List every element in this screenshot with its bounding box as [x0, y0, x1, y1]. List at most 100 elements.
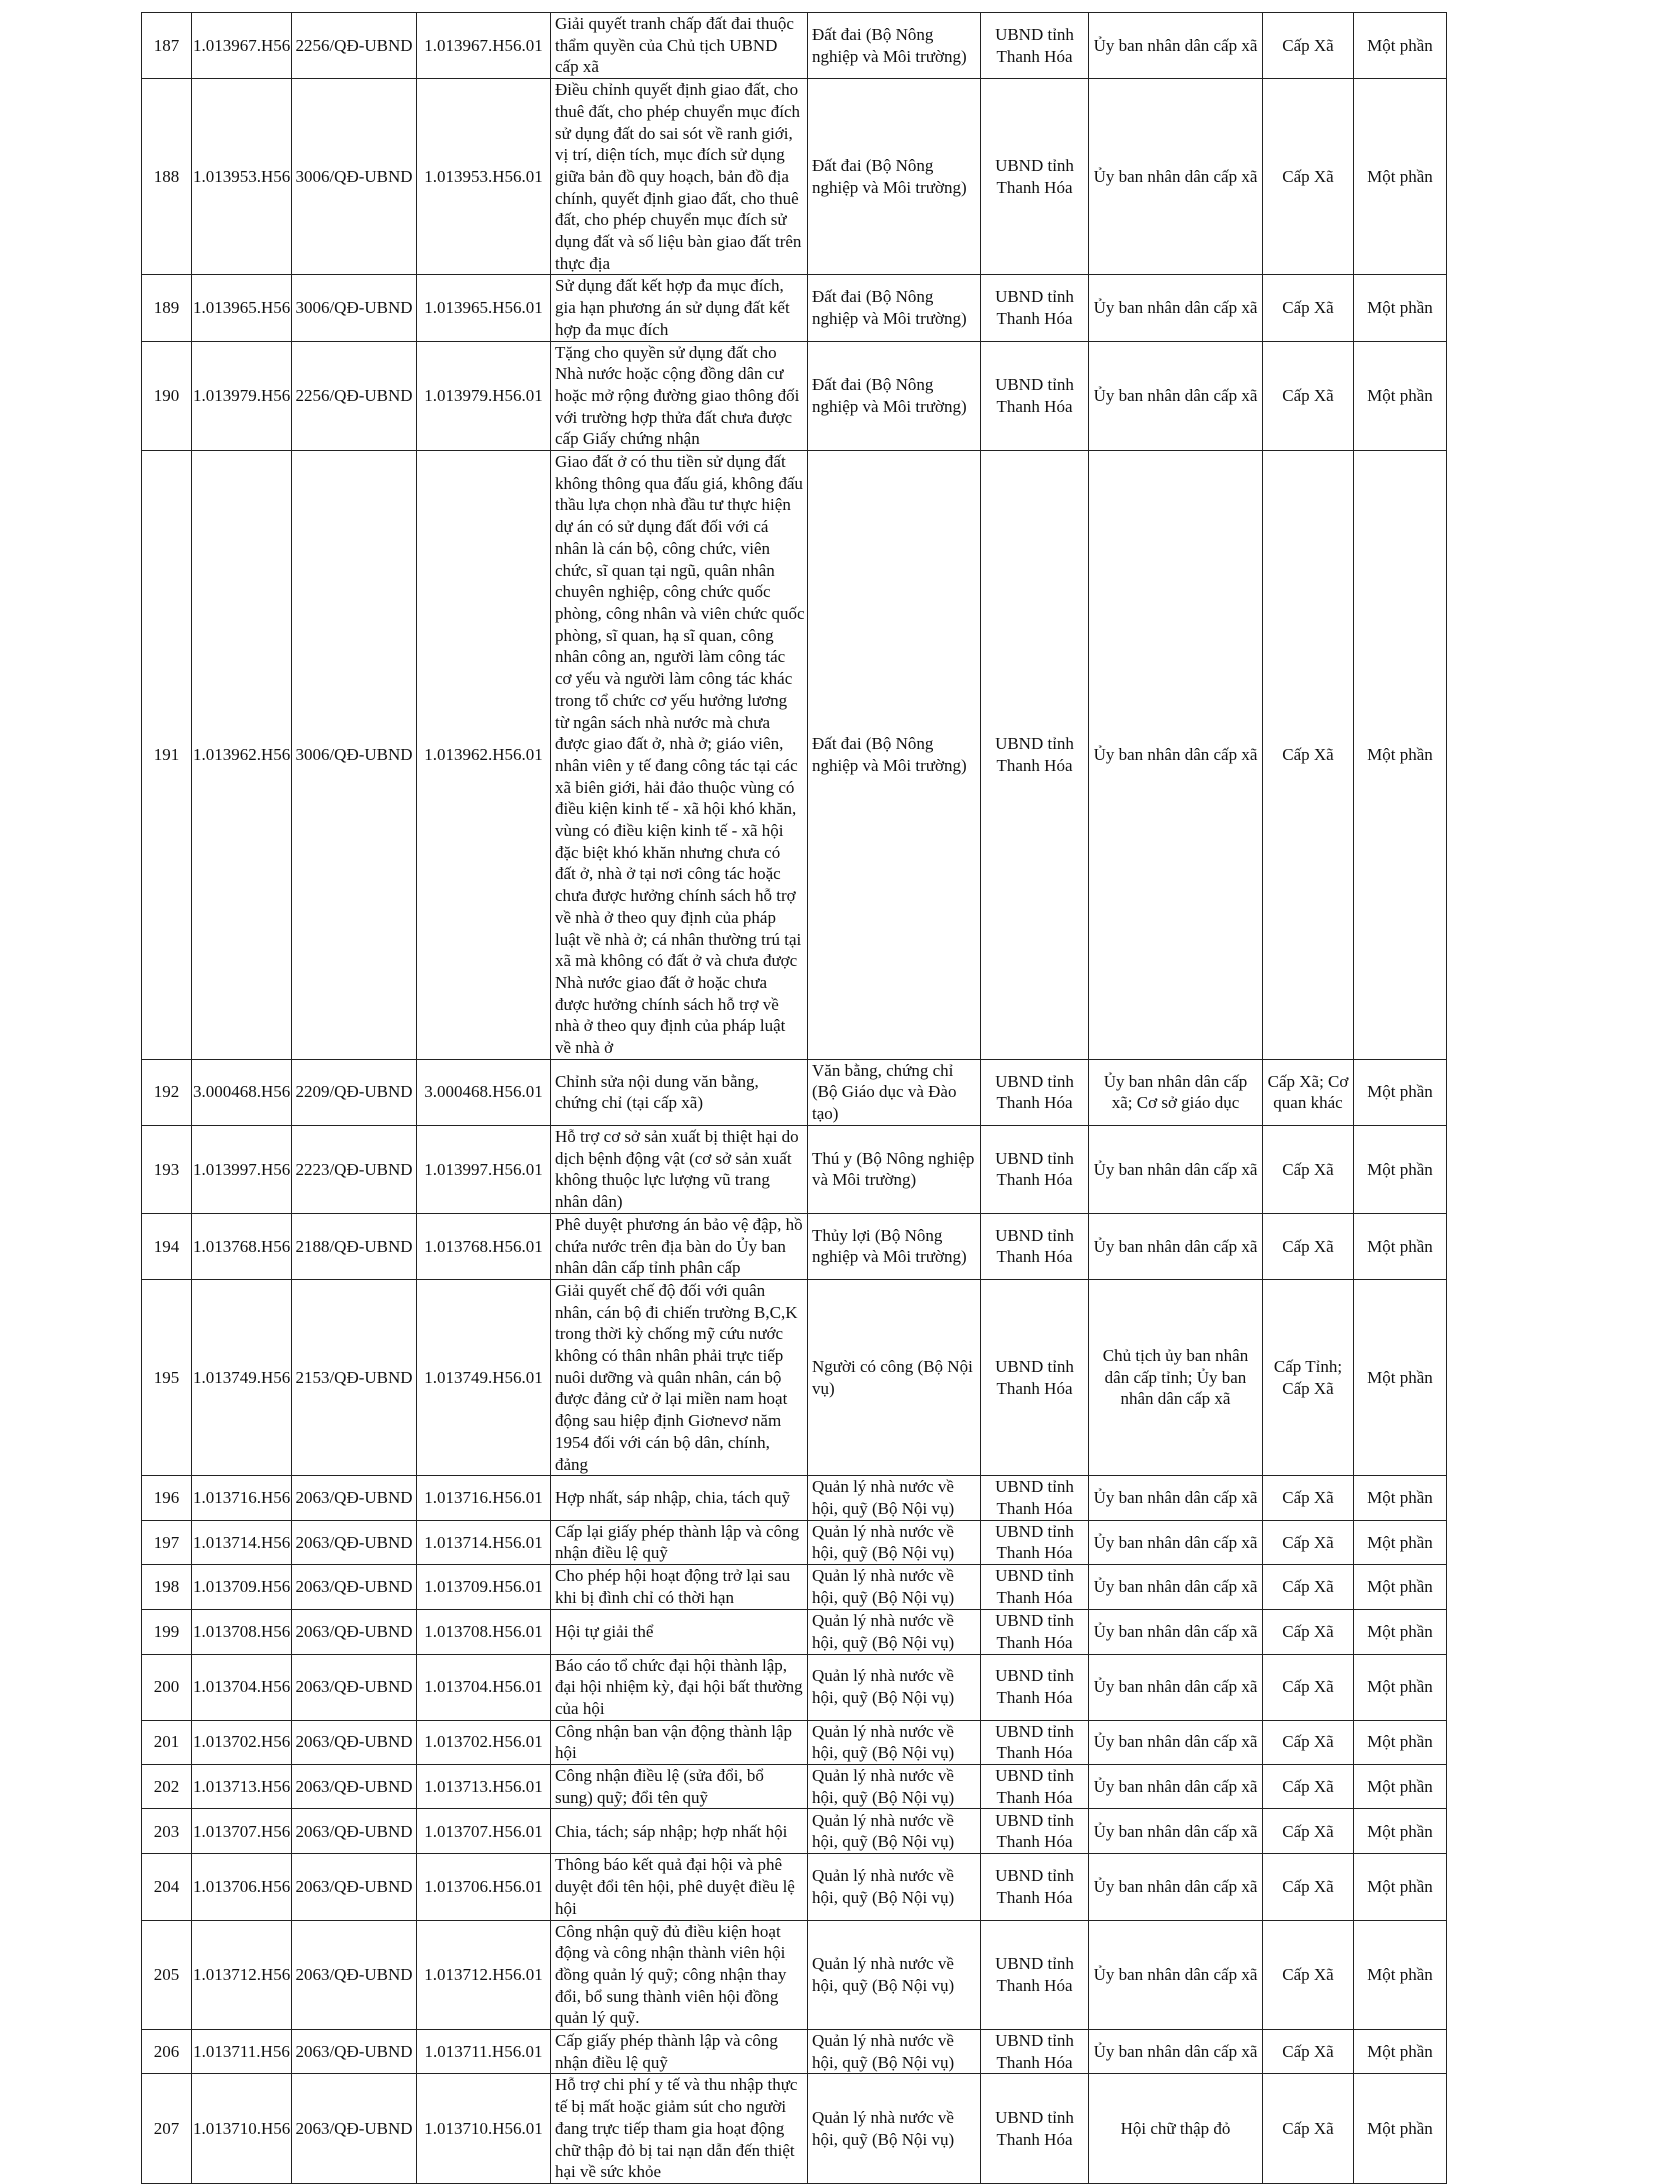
decision-number-cell: 2063/QĐ-UBND — [291, 1919, 417, 2031]
procedure-code-cell: 1.013710.H56 — [191, 2073, 292, 2184]
decision-number-cell: 2256/QĐ-UBND — [291, 11, 417, 80]
stt-cell: 200 — [141, 1653, 192, 1721]
service-scope-cell: Một phần — [1353, 1853, 1447, 1921]
stt-cell: 190 — [141, 340, 192, 452]
service-scope-cell: Một phần — [1353, 1212, 1447, 1280]
executing-body-cell: Ủy ban nhân dân cấp xã; Cơ sở giáo dục — [1088, 1058, 1263, 1126]
procedure-name-cell: Cho phép hội hoạt động trở lại sau khi b… — [550, 1564, 808, 1611]
executing-body-cell: Ủy ban nhân dân cấp xã — [1088, 1564, 1263, 1611]
procedure-name-cell: Tặng cho quyền sử dụng đất cho Nhà nước … — [550, 340, 808, 452]
table-row: 189 1.013965.H56 3006/QĐ-UBND 1.013965.H56.… — [141, 274, 1447, 342]
level-cell: Cấp Xã — [1262, 1764, 1354, 1810]
agency-cell: UBND tỉnh Thanh Hóa — [980, 78, 1089, 276]
procedures-table: 187 1.013967.H56 2256/QĐ-UBND 1.013967.H56.… — [141, 11, 1447, 2184]
procedure-name-cell: Điều chỉnh quyết định giao đất, cho thuê… — [550, 78, 808, 276]
sub-procedure-code-cell: 1.013702.H56.01 — [416, 1719, 551, 1766]
procedure-code-cell: 1.013708.H56 — [191, 1609, 292, 1655]
service-scope-cell: Một phần — [1353, 274, 1447, 342]
decision-number-cell: 3006/QĐ-UBND — [291, 78, 417, 276]
decision-number-cell: 3006/QĐ-UBND — [291, 450, 417, 1060]
executing-body-cell: Hội chữ thập đỏ — [1088, 2073, 1263, 2184]
sub-procedure-code-cell: 1.013749.H56.01 — [416, 1278, 551, 1477]
agency-cell: UBND tỉnh Thanh Hóa — [980, 2073, 1089, 2184]
level-cell: Cấp Xã — [1262, 1919, 1354, 2031]
executing-body-cell: Chủ tịch ủy ban nhân dân cấp tỉnh; Ủy ba… — [1088, 1278, 1263, 1477]
executing-body-cell: Ủy ban nhân dân cấp xã — [1088, 1519, 1263, 1566]
agency-cell: UBND tỉnh Thanh Hóa — [980, 1212, 1089, 1280]
stt-cell: 205 — [141, 1919, 192, 2031]
agency-cell: UBND tỉnh Thanh Hóa — [980, 1278, 1089, 1477]
table-row: 207 1.013710.H56 2063/QĐ-UBND 1.013710.H56.… — [141, 2073, 1447, 2184]
executing-body-cell: Ủy ban nhân dân cấp xã — [1088, 1764, 1263, 1810]
table-row: 200 1.013704.H56 2063/QĐ-UBND 1.013704.H56.… — [141, 1653, 1447, 1721]
service-scope-cell: Một phần — [1353, 1475, 1447, 1521]
sub-procedure-code-cell: 1.013704.H56.01 — [416, 1653, 551, 1721]
sub-procedure-code-cell: 1.013962.H56.01 — [416, 450, 551, 1060]
level-cell: Cấp Xã — [1262, 1564, 1354, 1611]
agency-cell: UBND tỉnh Thanh Hóa — [980, 340, 1089, 452]
procedure-code-cell: 1.013713.H56 — [191, 1764, 292, 1810]
field-cell: Đất đai (Bộ Nông nghiệp và Môi trường) — [807, 11, 981, 80]
decision-number-cell: 2063/QĐ-UBND — [291, 1808, 417, 1855]
decision-number-cell: 2223/QĐ-UBND — [291, 1124, 417, 1214]
field-cell: Quản lý nhà nước về hội, quỹ (Bộ Nội vụ) — [807, 1564, 981, 1611]
procedure-name-cell: Công nhận điều lệ (sửa đổi, bổ sung) quỹ… — [550, 1764, 808, 1810]
executing-body-cell: Ủy ban nhân dân cấp xã — [1088, 1212, 1263, 1280]
procedure-code-cell: 1.013965.H56 — [191, 274, 292, 342]
agency-cell: UBND tỉnh Thanh Hóa — [980, 1564, 1089, 1611]
field-cell: Người có công (Bộ Nội vụ) — [807, 1278, 981, 1477]
stt-cell: 199 — [141, 1609, 192, 1655]
table-row: 198 1.013709.H56 2063/QĐ-UBND 1.013709.H56.… — [141, 1564, 1447, 1611]
level-cell: Cấp Xã — [1262, 1124, 1354, 1214]
field-cell: Quản lý nhà nước về hội, quỹ (Bộ Nội vụ) — [807, 1919, 981, 2031]
procedure-name-cell: Chia, tách; sáp nhập; hợp nhất hội — [550, 1808, 808, 1855]
table-row: 194 1.013768.H56 2188/QĐ-UBND 1.013768.H56.… — [141, 1212, 1447, 1280]
field-cell: Quản lý nhà nước về hội, quỹ (Bộ Nội vụ) — [807, 1719, 981, 1766]
procedure-name-cell: Công nhận quỹ đủ điều kiện hoạt động và … — [550, 1919, 808, 2031]
sub-procedure-code-cell: 1.013967.H56.01 — [416, 11, 551, 80]
sub-procedure-code-cell: 3.000468.H56.01 — [416, 1058, 551, 1126]
service-scope-cell: Một phần — [1353, 1278, 1447, 1477]
service-scope-cell: Một phần — [1353, 1609, 1447, 1655]
agency-cell: UBND tỉnh Thanh Hóa — [980, 1764, 1089, 1810]
stt-cell: 196 — [141, 1475, 192, 1521]
agency-cell: UBND tỉnh Thanh Hóa — [980, 1653, 1089, 1721]
agency-cell: UBND tỉnh Thanh Hóa — [980, 1808, 1089, 1855]
stt-cell: 198 — [141, 1564, 192, 1611]
procedure-code-cell: 1.013712.H56 — [191, 1919, 292, 2031]
procedure-name-cell: Cấp lại giấy phép thành lập và công nhận… — [550, 1519, 808, 1566]
field-cell: Quản lý nhà nước về hội, quỹ (Bộ Nội vụ) — [807, 1475, 981, 1521]
service-scope-cell: Một phần — [1353, 78, 1447, 276]
decision-number-cell: 2063/QĐ-UBND — [291, 1653, 417, 1721]
stt-cell: 202 — [141, 1764, 192, 1810]
sub-procedure-code-cell: 1.013712.H56.01 — [416, 1919, 551, 2031]
procedure-code-cell: 3.000468.H56 — [191, 1058, 292, 1126]
stt-cell: 197 — [141, 1519, 192, 1566]
field-cell: Quản lý nhà nước về hội, quỹ (Bộ Nội vụ) — [807, 1853, 981, 1921]
decision-number-cell: 2063/QĐ-UBND — [291, 1475, 417, 1521]
service-scope-cell: Một phần — [1353, 1764, 1447, 1810]
decision-number-cell: 2256/QĐ-UBND — [291, 340, 417, 452]
executing-body-cell: Ủy ban nhân dân cấp xã — [1088, 1853, 1263, 1921]
executing-body-cell: Ủy ban nhân dân cấp xã — [1088, 1919, 1263, 2031]
decision-number-cell: 2209/QĐ-UBND — [291, 1058, 417, 1126]
stt-cell: 193 — [141, 1124, 192, 1214]
decision-number-cell: 2063/QĐ-UBND — [291, 1564, 417, 1611]
procedure-code-cell: 1.013707.H56 — [191, 1808, 292, 1855]
stt-cell: 194 — [141, 1212, 192, 1280]
field-cell: Thủy lợi (Bộ Nông nghiệp và Môi trường) — [807, 1212, 981, 1280]
agency-cell: UBND tỉnh Thanh Hóa — [980, 1519, 1089, 1566]
sub-procedure-code-cell: 1.013713.H56.01 — [416, 1764, 551, 1810]
field-cell: Quản lý nhà nước về hội, quỹ (Bộ Nội vụ) — [807, 1519, 981, 1566]
level-cell: Cấp Xã; Cơ quan khác — [1262, 1058, 1354, 1126]
procedure-code-cell: 1.013953.H56 — [191, 78, 292, 276]
procedure-name-cell: Giao đất ở có thu tiền sử dụng đất không… — [550, 450, 808, 1060]
table-row: 197 1.013714.H56 2063/QĐ-UBND 1.013714.H56.… — [141, 1519, 1447, 1566]
executing-body-cell: Ủy ban nhân dân cấp xã — [1088, 11, 1263, 80]
table-row: 199 1.013708.H56 2063/QĐ-UBND 1.013708.H56.… — [141, 1609, 1447, 1655]
level-cell: Cấp Xã — [1262, 1719, 1354, 1766]
procedure-code-cell: 1.013979.H56 — [191, 340, 292, 452]
sub-procedure-code-cell: 1.013768.H56.01 — [416, 1212, 551, 1280]
decision-number-cell: 2063/QĐ-UBND — [291, 1853, 417, 1921]
level-cell: Cấp Xã — [1262, 2073, 1354, 2184]
